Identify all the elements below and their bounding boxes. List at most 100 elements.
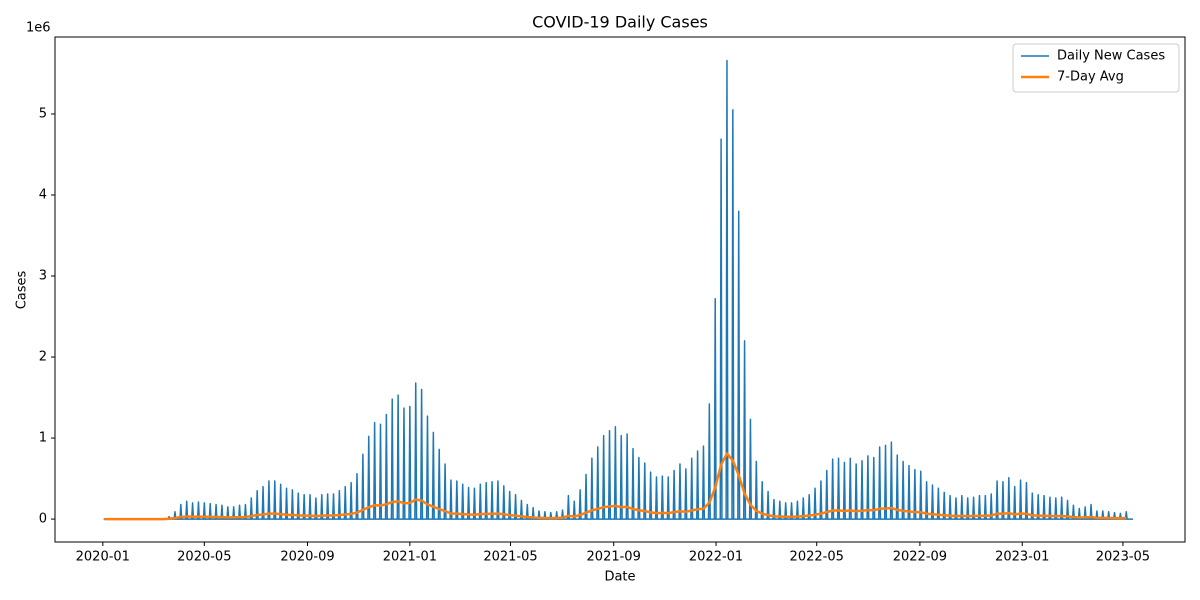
spike <box>643 462 647 520</box>
spike <box>566 494 570 520</box>
spike <box>1065 499 1070 520</box>
spike <box>1024 481 1029 520</box>
x-tick-label: 2022-05 <box>790 550 844 565</box>
spike <box>848 457 852 520</box>
x-tick-label: 2021-01 <box>383 550 437 565</box>
spike <box>273 480 277 520</box>
spike <box>502 485 506 520</box>
spike <box>355 472 359 520</box>
spike <box>490 481 494 520</box>
y-tick-label: 3 <box>39 269 47 284</box>
spike <box>666 476 670 520</box>
x-tick-label: 2020-05 <box>177 550 231 565</box>
spike <box>173 511 177 520</box>
spike <box>343 485 347 520</box>
y-tick-label: 0 <box>39 512 47 527</box>
x-tick-label: 2021-09 <box>587 550 641 565</box>
plot-area <box>103 59 1133 521</box>
spike <box>378 423 383 520</box>
spike <box>983 494 987 520</box>
spike <box>349 481 353 520</box>
spike <box>1042 494 1046 520</box>
spike <box>713 297 717 520</box>
spike <box>1018 479 1023 520</box>
spike <box>308 494 312 520</box>
spike <box>719 138 723 520</box>
spike <box>883 444 888 520</box>
spike <box>472 487 477 520</box>
spike <box>836 457 841 520</box>
spike <box>555 511 559 520</box>
x-tick-label: 2021-05 <box>483 550 537 565</box>
spike <box>930 484 935 520</box>
spike <box>237 504 242 520</box>
x-tick-label: 2022-01 <box>689 550 743 565</box>
spike <box>1060 496 1064 520</box>
spike <box>989 493 993 520</box>
spike <box>960 494 964 520</box>
spike <box>1112 511 1117 520</box>
spike <box>549 511 553 520</box>
spike <box>314 497 318 520</box>
spike <box>584 473 588 520</box>
spike <box>443 463 447 520</box>
spike <box>190 502 195 520</box>
spike <box>261 485 265 520</box>
spike <box>696 450 700 520</box>
spike <box>948 494 952 520</box>
spike <box>731 109 735 520</box>
chart-title: COVID-19 Daily Cases <box>532 13 708 32</box>
spike <box>1101 510 1105 520</box>
spike <box>784 502 788 520</box>
legend-label: 7-Day Avg <box>1057 70 1124 85</box>
spike <box>866 455 870 520</box>
spike <box>872 456 876 520</box>
spike <box>543 511 547 520</box>
spike <box>1007 477 1011 520</box>
spike <box>678 463 682 520</box>
spike <box>466 486 471 520</box>
spike <box>1089 503 1093 520</box>
spike <box>249 497 253 520</box>
spike <box>819 480 823 520</box>
spike <box>425 415 430 520</box>
spike <box>649 471 653 520</box>
spike <box>972 496 976 520</box>
spike <box>725 59 729 520</box>
spike <box>801 497 805 520</box>
spike <box>461 483 465 520</box>
spike <box>320 494 324 520</box>
spike <box>214 503 218 520</box>
spike <box>290 489 294 520</box>
spike <box>789 502 794 520</box>
spike <box>942 491 946 520</box>
spike <box>390 398 394 520</box>
spike <box>995 480 999 520</box>
x-tick-label: 2020-09 <box>280 550 334 565</box>
spike <box>654 476 659 520</box>
spike <box>208 502 212 520</box>
spike <box>825 469 829 520</box>
axes-frame <box>54 36 1186 543</box>
spike <box>402 407 406 520</box>
spike <box>854 463 858 520</box>
spike <box>220 504 224 520</box>
spike <box>895 454 899 520</box>
spike <box>860 459 864 520</box>
spike <box>255 489 259 520</box>
spike <box>537 510 541 520</box>
spike <box>795 500 800 520</box>
spike <box>919 470 923 520</box>
spike <box>925 481 929 520</box>
spike <box>701 445 706 520</box>
spike <box>455 480 459 520</box>
spike <box>684 468 688 520</box>
spike <box>607 430 612 520</box>
spike <box>766 490 770 520</box>
spike <box>707 403 711 520</box>
spike <box>1036 494 1040 520</box>
spike <box>966 497 970 520</box>
spike <box>331 493 336 520</box>
spike <box>279 483 283 520</box>
spike <box>602 434 606 520</box>
